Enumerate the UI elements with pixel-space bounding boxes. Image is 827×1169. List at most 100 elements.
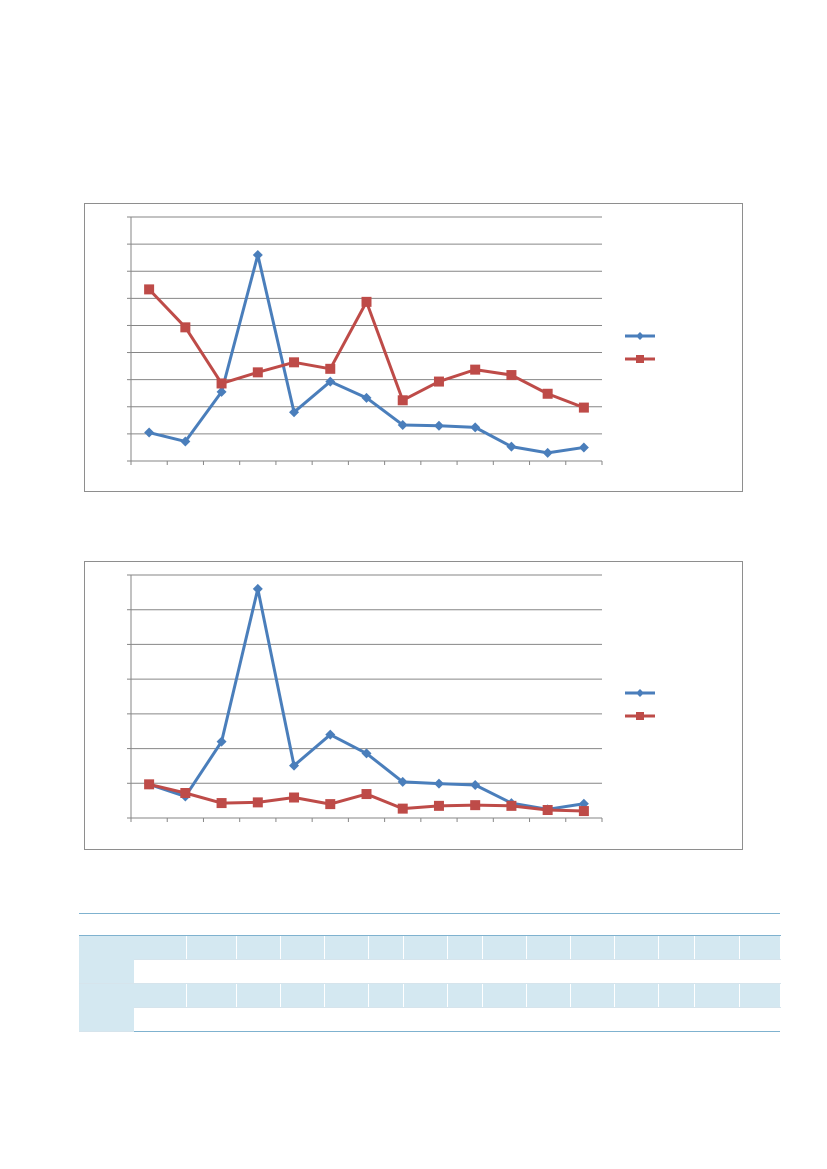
table-cell xyxy=(526,960,570,984)
table-header-cell xyxy=(570,914,614,936)
table-cell xyxy=(526,1008,570,1032)
table-cell xyxy=(368,984,403,1008)
table-cell xyxy=(570,1008,614,1032)
table-cell xyxy=(614,984,658,1008)
series-2-point xyxy=(506,370,516,380)
table-header-cell xyxy=(79,914,134,936)
series-2-point xyxy=(325,364,335,374)
series-2-point xyxy=(144,779,154,789)
table-cell xyxy=(694,984,739,1008)
series-2-point xyxy=(398,804,408,814)
series-1-point xyxy=(253,250,263,260)
table-cell xyxy=(236,1008,280,1032)
table-cell xyxy=(236,936,280,960)
chart-1-canvas xyxy=(85,204,744,493)
table-cell xyxy=(368,1008,403,1032)
table-cell xyxy=(614,960,658,984)
table-cell xyxy=(324,960,368,984)
series-2-point xyxy=(325,799,335,809)
table-row xyxy=(79,936,780,960)
series-2-point xyxy=(579,403,589,413)
series-2-point xyxy=(398,395,408,405)
series-2-point xyxy=(289,357,299,367)
series-2-point xyxy=(362,297,372,307)
series-1-point xyxy=(434,421,444,431)
series-2-point xyxy=(470,365,480,375)
table-row xyxy=(79,960,780,984)
table-cell xyxy=(186,1008,236,1032)
table-cell xyxy=(324,936,368,960)
table-cell xyxy=(447,984,482,1008)
table-header-cell xyxy=(186,914,236,936)
table-cell xyxy=(739,984,780,1008)
table-header-cell xyxy=(134,914,186,936)
table-header-cell xyxy=(280,914,324,936)
table-header-cell xyxy=(739,914,780,936)
table-cell xyxy=(570,936,614,960)
table-cell xyxy=(614,1008,658,1032)
series-2-line xyxy=(149,289,584,407)
table-cell xyxy=(447,1008,482,1032)
table-cell xyxy=(447,936,482,960)
table-cell xyxy=(694,936,739,960)
table-cell xyxy=(739,1008,780,1032)
table-cell xyxy=(658,960,694,984)
series-2-point xyxy=(253,797,263,807)
chart-2-canvas xyxy=(85,562,744,851)
table-header-cell xyxy=(236,914,280,936)
series-2-point xyxy=(506,801,516,811)
table-cell xyxy=(186,936,236,960)
series-2-point xyxy=(434,801,444,811)
table-cell xyxy=(324,1008,368,1032)
table-cell xyxy=(403,936,447,960)
series-1-point xyxy=(144,428,154,438)
series-2-point xyxy=(362,789,372,799)
table-header-cell xyxy=(368,914,403,936)
table-cell xyxy=(482,1008,526,1032)
table-header-row xyxy=(79,914,780,936)
table-header-cell xyxy=(614,914,658,936)
series-2-point xyxy=(144,284,154,294)
series-2-point xyxy=(180,322,190,332)
table-row xyxy=(79,984,780,1008)
table-cell xyxy=(739,936,780,960)
table-cell xyxy=(482,960,526,984)
data-table xyxy=(79,913,781,1032)
table-cell xyxy=(280,936,324,960)
table-cell xyxy=(739,960,780,984)
series-1-point xyxy=(470,780,480,790)
table-cell xyxy=(186,960,236,984)
legend-key-marker xyxy=(636,712,644,720)
table-cell xyxy=(236,984,280,1008)
table-cell xyxy=(280,1008,324,1032)
series-2-point xyxy=(217,798,227,808)
table-cell xyxy=(658,936,694,960)
series-1-line xyxy=(149,589,584,809)
series-1-point xyxy=(434,779,444,789)
series-2-point xyxy=(579,806,589,816)
table-header-cell xyxy=(482,914,526,936)
series-2-point xyxy=(543,389,553,399)
table-cell xyxy=(236,960,280,984)
legend-key-marker xyxy=(636,355,644,363)
table-cell xyxy=(694,1008,739,1032)
table-cell xyxy=(614,936,658,960)
table-cell xyxy=(694,960,739,984)
series-2-point xyxy=(217,378,227,388)
table-cell xyxy=(368,936,403,960)
table-cell xyxy=(134,936,186,960)
table-cell xyxy=(658,984,694,1008)
legend-key-marker xyxy=(636,689,644,697)
table-cell xyxy=(658,1008,694,1032)
table-header-cell xyxy=(324,914,368,936)
table-body xyxy=(79,936,780,1032)
series-1-point xyxy=(543,448,553,458)
line-chart-1 xyxy=(84,203,743,492)
table-row-header-cell xyxy=(79,936,134,984)
table-cell xyxy=(134,984,186,1008)
table-cell xyxy=(403,1008,447,1032)
table-cell xyxy=(403,984,447,1008)
table-row-header-cell xyxy=(79,984,134,1032)
series-1-point xyxy=(579,442,589,452)
series-2-point xyxy=(253,367,263,377)
